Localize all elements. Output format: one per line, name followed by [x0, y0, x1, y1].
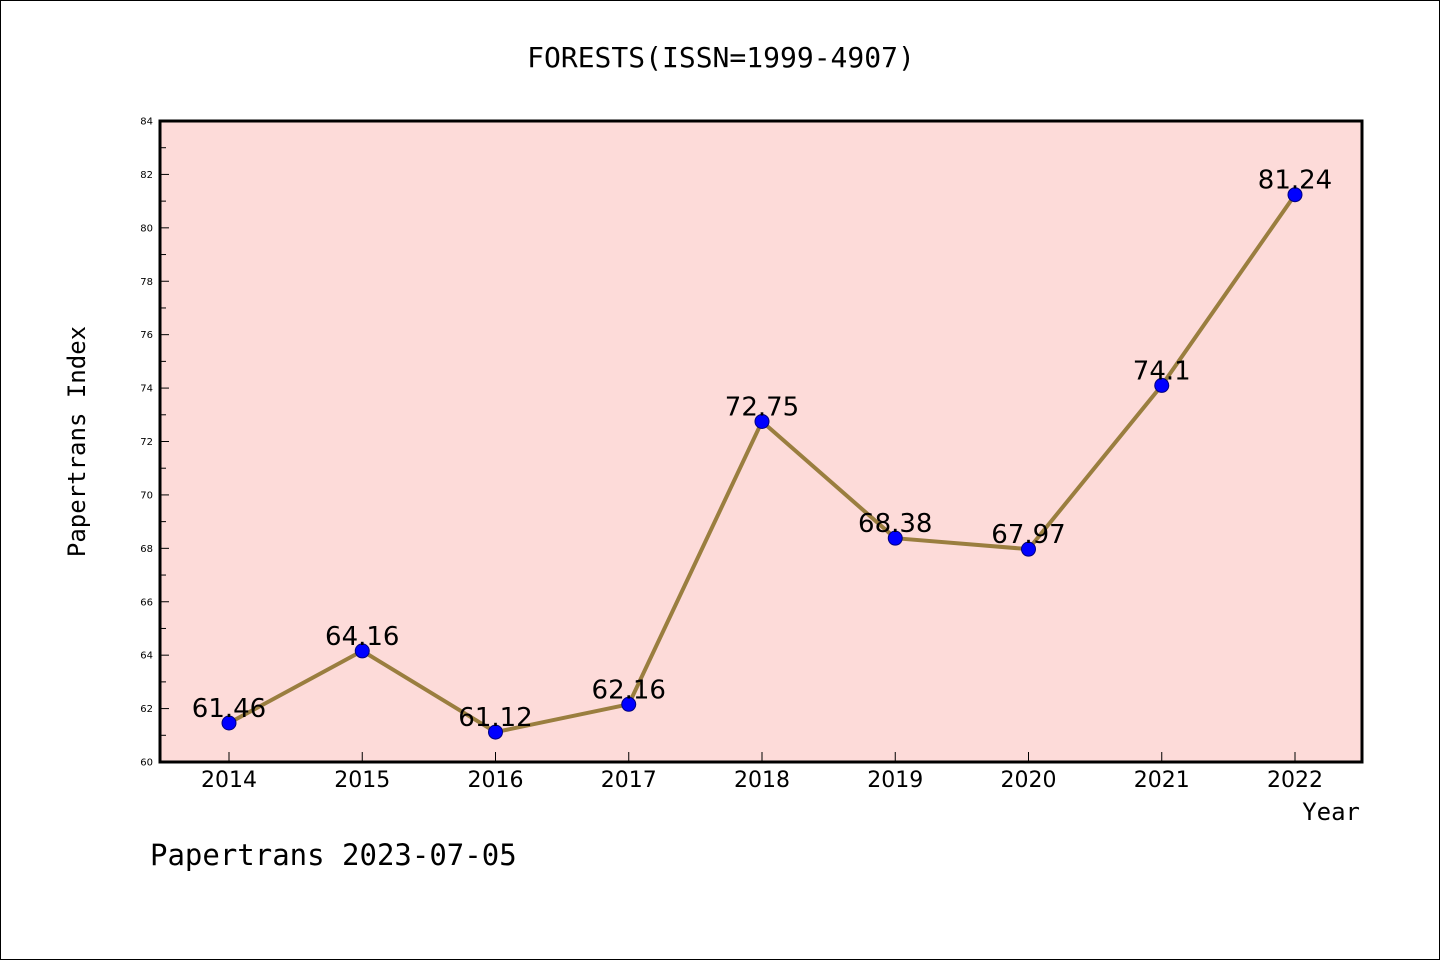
data-label: 64.16 — [325, 622, 399, 652]
data-markers — [221, 187, 1303, 740]
data-point — [754, 413, 770, 429]
y-tick-label: 64 — [140, 651, 153, 662]
y-tick-label: 72 — [140, 437, 153, 448]
x-tick-label: 2021 — [1134, 768, 1190, 793]
x-tick-label: 2022 — [1267, 768, 1323, 793]
y-tick-label: 68 — [140, 544, 153, 555]
y-tick-label: 62 — [140, 704, 153, 715]
data-point — [887, 530, 903, 546]
data-point — [221, 715, 237, 731]
x-axis-title: Year — [1302, 798, 1360, 826]
footer-text: Papertrans 2023-07-05 — [150, 838, 517, 872]
y-tick-label: 66 — [140, 597, 153, 608]
y-axis-title: Papertrans Index — [63, 326, 91, 557]
x-tick-label: 2019 — [867, 768, 923, 793]
y-tick-label: 78 — [140, 277, 153, 288]
y-tick-label: 84 — [140, 117, 153, 128]
x-axis-ticks: 2014 2015 2016 2017 2018 2019 2020 2021 2022 — [201, 752, 1323, 793]
y-axis-ticks: 60 62 64 66 68 70 72 74 76 78 80 82 84 — [140, 117, 169, 769]
data-label: 61.12 — [458, 703, 532, 733]
data-point — [488, 724, 503, 740]
data-point — [1154, 377, 1170, 393]
data-labels: 61.46 64.16 61.12 62.16 72.75 68.38 67.97 74.1 8… — [192, 166, 1332, 733]
x-tick-label: 2018 — [734, 768, 790, 793]
x-tick-label: 2016 — [468, 768, 524, 793]
chart-title: FORESTS(ISSN=1999-4907) — [527, 41, 915, 74]
y-tick-label: 60 — [140, 758, 153, 769]
data-point — [354, 643, 370, 659]
plot-frame — [158, 119, 1364, 764]
data-label: 72.75 — [725, 392, 799, 422]
x-tick-label: 2017 — [601, 768, 657, 793]
y-tick-label: 82 — [140, 170, 153, 181]
y-tick-label: 76 — [140, 330, 153, 341]
data-point — [1021, 541, 1036, 557]
data-label: 68.38 — [858, 509, 932, 539]
plot-area — [160, 121, 1362, 762]
data-label: 74.1 — [1133, 356, 1191, 386]
data-point — [621, 696, 637, 712]
x-tick-label: 2020 — [1001, 768, 1057, 793]
data-label: 67.97 — [991, 520, 1065, 550]
y-tick-label: 74 — [140, 384, 153, 395]
data-label: 81.24 — [1258, 166, 1332, 196]
data-label: 62.16 — [592, 675, 666, 705]
data-label: 61.46 — [192, 694, 266, 724]
x-tick-label: 2014 — [201, 768, 257, 793]
x-tick-label: 2015 — [334, 768, 390, 793]
y-tick-label: 70 — [140, 490, 153, 501]
y-tick-label: 80 — [140, 223, 153, 234]
data-point — [1287, 187, 1303, 203]
